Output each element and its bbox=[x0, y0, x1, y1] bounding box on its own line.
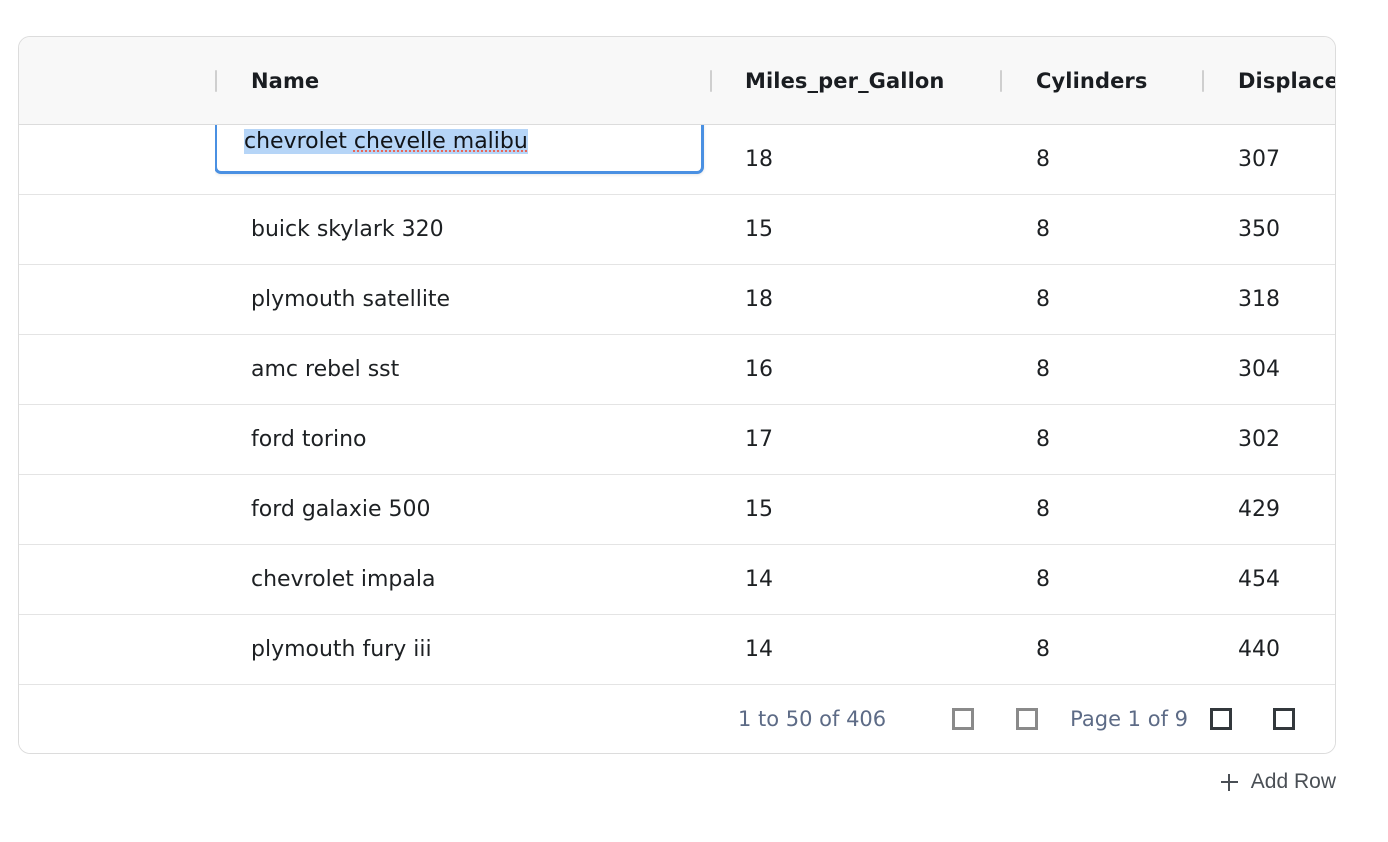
header-label-name: Name bbox=[251, 68, 320, 93]
cell-name[interactable]: plymouth satellite bbox=[251, 287, 451, 312]
cell-miles-per-gallon[interactable]: 18 bbox=[745, 147, 773, 172]
table-row[interactable]: chevrolet chevelle malibu 18 8 307 bbox=[19, 125, 1335, 195]
cell-cylinders[interactable]: 8 bbox=[1036, 217, 1050, 242]
grid-body: chevrolet chevelle malibu 18 8 307 buick… bbox=[19, 125, 1335, 685]
cell-displacement[interactable]: 304 bbox=[1238, 357, 1280, 382]
next-page-button[interactable] bbox=[1210, 708, 1232, 730]
table-row[interactable]: plymouth satellite 18 8 318 bbox=[19, 265, 1335, 335]
column-resize-handle-miles-per-gallon[interactable] bbox=[710, 69, 712, 92]
header-cell-displacement[interactable]: Displacem bbox=[1202, 37, 1335, 124]
first-page-button[interactable] bbox=[952, 708, 975, 730]
column-resize-handle-name[interactable] bbox=[215, 69, 217, 92]
cell-text-editor[interactable]: chevrolet chevelle malibu bbox=[215, 125, 704, 174]
header-cell-name[interactable]: Name bbox=[215, 37, 710, 124]
header-label-miles-per-gallon: Miles_per_Gallon bbox=[745, 68, 945, 93]
row-gutter-cell bbox=[19, 335, 215, 404]
header-cell-cylinders[interactable]: Cylinders bbox=[1000, 37, 1202, 124]
table-row[interactable]: amc rebel sst 16 8 304 bbox=[19, 335, 1335, 405]
cell-cylinders[interactable]: 8 bbox=[1036, 427, 1050, 452]
data-grid: Name Miles_per_Gallon Cylinders Displace… bbox=[18, 36, 1336, 754]
header-label-displacement: Displacem bbox=[1238, 68, 1335, 93]
cell-name[interactable]: chevrolet impala bbox=[251, 567, 436, 592]
cell-miles-per-gallon[interactable]: 18 bbox=[745, 287, 773, 312]
cell-miles-per-gallon[interactable]: 14 bbox=[745, 637, 773, 662]
table-row[interactable]: buick skylark 320 15 8 350 bbox=[19, 195, 1335, 265]
add-row-button[interactable]: Add Row bbox=[1220, 770, 1336, 794]
cell-cylinders[interactable]: 8 bbox=[1036, 287, 1050, 312]
cell-displacement[interactable]: 440 bbox=[1238, 637, 1280, 662]
row-gutter-cell bbox=[19, 545, 215, 614]
header-cell-miles-per-gallon[interactable]: Miles_per_Gallon bbox=[710, 37, 1000, 124]
cell-displacement[interactable]: 302 bbox=[1238, 427, 1280, 452]
grid-header-row: Name Miles_per_Gallon Cylinders Displace… bbox=[19, 37, 1335, 125]
cell-miles-per-gallon[interactable]: 15 bbox=[745, 497, 773, 522]
column-resize-handle-cylinders[interactable] bbox=[1000, 69, 1002, 92]
cell-cylinders[interactable]: 8 bbox=[1036, 637, 1050, 662]
column-resize-handle-displacement[interactable] bbox=[1202, 69, 1204, 92]
cell-displacement[interactable]: 350 bbox=[1238, 217, 1280, 242]
table-row[interactable]: ford torino 17 8 302 bbox=[19, 405, 1335, 475]
cell-miles-per-gallon[interactable]: 14 bbox=[745, 567, 773, 592]
cell-displacement[interactable]: 318 bbox=[1238, 287, 1280, 312]
table-row[interactable]: chevrolet impala 14 8 454 bbox=[19, 545, 1335, 615]
cell-cylinders[interactable]: 8 bbox=[1036, 497, 1050, 522]
cell-name[interactable]: ford torino bbox=[251, 427, 367, 452]
plus-icon bbox=[1220, 773, 1238, 791]
row-gutter-cell bbox=[19, 615, 215, 684]
cell-displacement[interactable]: 307 bbox=[1238, 147, 1280, 172]
cell-cylinders[interactable]: 8 bbox=[1036, 147, 1050, 172]
table-row[interactable]: ford galaxie 500 15 8 429 bbox=[19, 475, 1335, 545]
cell-name[interactable]: buick skylark 320 bbox=[251, 217, 444, 242]
cell-miles-per-gallon[interactable]: 17 bbox=[745, 427, 773, 452]
table-row[interactable]: plymouth fury iii 14 8 440 bbox=[19, 615, 1335, 685]
row-gutter-cell bbox=[19, 475, 215, 544]
cell-editor-value: chevrolet chevelle malibu bbox=[244, 128, 528, 154]
pagination-bar: 1 to 50 of 406 Page 1 of 9 bbox=[19, 684, 1335, 753]
header-label-cylinders: Cylinders bbox=[1036, 68, 1148, 93]
cell-miles-per-gallon[interactable]: 16 bbox=[745, 357, 773, 382]
previous-page-button[interactable] bbox=[1016, 708, 1039, 730]
add-row-label: Add Row bbox=[1250, 770, 1336, 793]
row-gutter-cell bbox=[19, 195, 215, 264]
cell-cylinders[interactable]: 8 bbox=[1036, 357, 1050, 382]
header-cell-gutter bbox=[19, 37, 215, 124]
cell-miles-per-gallon[interactable]: 15 bbox=[745, 217, 773, 242]
row-gutter-cell bbox=[19, 405, 215, 474]
row-gutter-cell bbox=[19, 265, 215, 334]
cell-cylinders[interactable]: 8 bbox=[1036, 567, 1050, 592]
last-page-button[interactable] bbox=[1273, 708, 1295, 730]
page-indicator: Page 1 of 9 bbox=[1070, 707, 1188, 731]
cell-name-editing[interactable]: chevrolet chevelle malibu bbox=[215, 125, 710, 194]
cell-displacement[interactable]: 429 bbox=[1238, 497, 1280, 522]
cell-name[interactable]: amc rebel sst bbox=[251, 357, 400, 382]
cell-editor-value-plain: chevrolet bbox=[244, 128, 354, 154]
row-gutter-cell bbox=[19, 125, 215, 194]
pagination-summary: 1 to 50 of 406 bbox=[737, 707, 887, 731]
cell-displacement[interactable]: 454 bbox=[1238, 567, 1280, 592]
cell-name[interactable]: ford galaxie 500 bbox=[251, 497, 431, 522]
cell-editor-value-misspelled: chevelle malibu bbox=[353, 128, 528, 154]
cell-name[interactable]: plymouth fury iii bbox=[251, 637, 432, 662]
